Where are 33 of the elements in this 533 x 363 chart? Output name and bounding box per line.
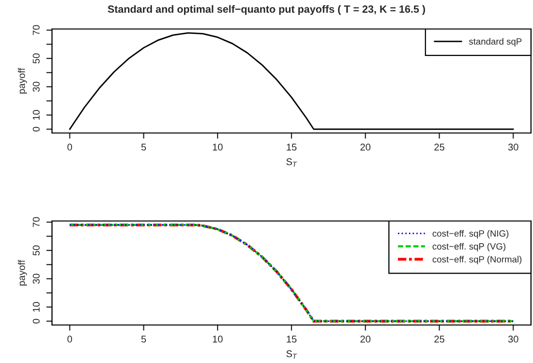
x-tick-label: 30: [508, 144, 518, 151]
x-tick-label: 15: [286, 144, 296, 151]
x-tick-label: 10: [212, 144, 223, 151]
x-axis-title: S$_{T}$: [286, 158, 298, 167]
y-tick-label: 30: [32, 274, 40, 284]
legend-label: cost−eff. sqP (NIG): [432, 230, 508, 238]
y-tick-label: 10: [32, 110, 40, 120]
y-axis-title: payoff: [18, 68, 27, 94]
y-tick-label: 10: [32, 302, 40, 312]
x-tick-label: 25: [434, 336, 444, 343]
x-tick-label: 25: [434, 144, 444, 151]
y-axis-title: payoff: [18, 260, 27, 286]
y-tick-label: 0: [32, 318, 40, 324]
x-tick-label: 0: [67, 336, 72, 343]
y-tick-label: 50: [32, 245, 40, 256]
x-tick-label: 10: [212, 336, 223, 343]
legend-label: cost−eff. sqP (VG): [432, 242, 506, 252]
legend-label: standard sqP: [469, 38, 522, 46]
y-tick-label: 70: [32, 25, 40, 36]
y-tick-label: 50: [32, 53, 40, 64]
y-tick-label: 30: [32, 82, 40, 92]
y-tick-label: 70: [32, 217, 40, 228]
x-tick-label: 15: [286, 336, 296, 343]
x-tick-label: 20: [360, 336, 370, 343]
x-tick-label: 20: [360, 144, 370, 151]
chart-title: Standard and optimal self−quanto put payoffs ( T = 23, K = 16.5 ): [108, 5, 426, 15]
x-tick-label: 5: [141, 144, 146, 151]
x-tick-label: 0: [67, 144, 72, 151]
x-tick-label: 30: [508, 336, 518, 343]
y-tick-label: 0: [32, 126, 40, 132]
legend-label: cost−eff. sqP (Normal): [432, 256, 522, 264]
x-tick-label: 5: [141, 336, 146, 343]
x-axis-title: S$_{T}$: [286, 350, 298, 359]
